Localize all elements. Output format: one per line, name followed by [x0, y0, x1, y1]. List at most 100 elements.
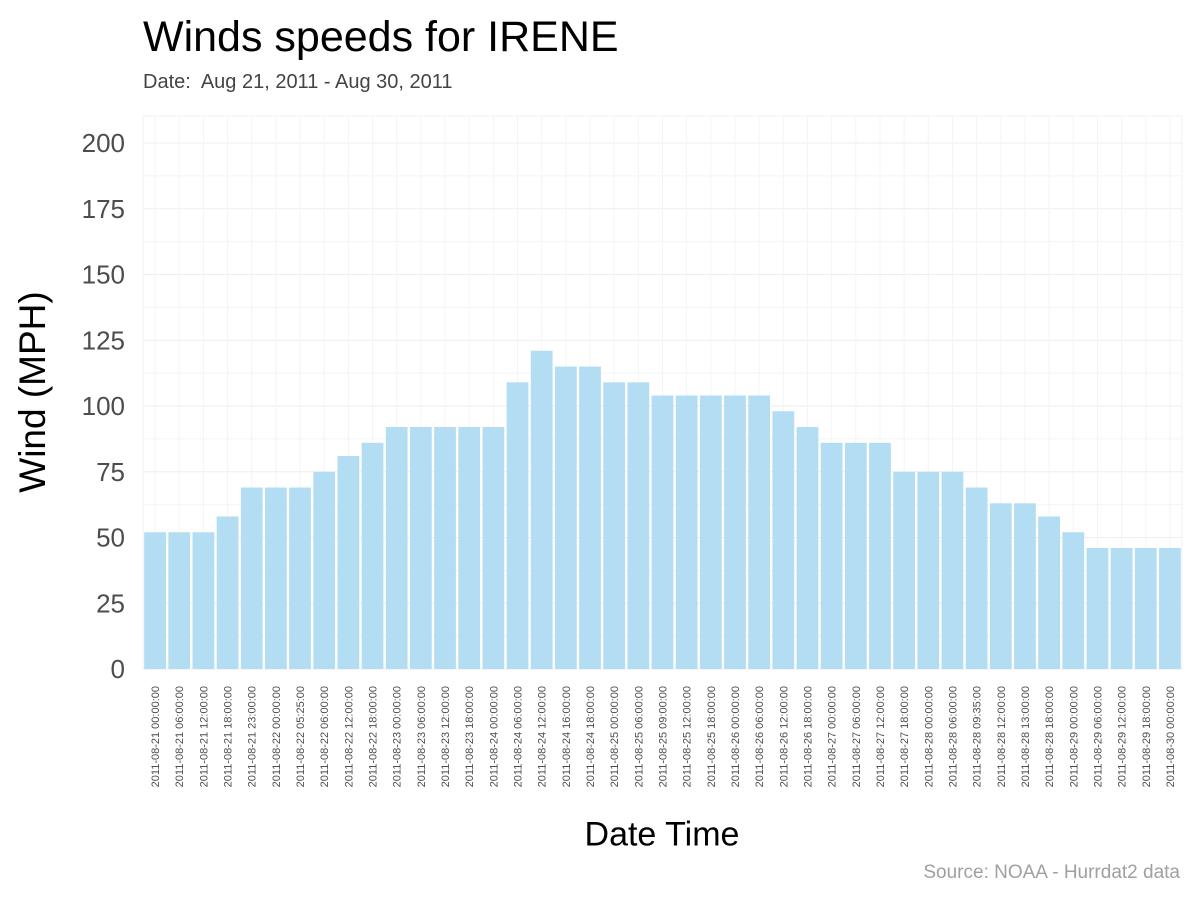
x-tick-label: 2011-08-26 18:00:00 — [802, 686, 814, 787]
bar — [1159, 548, 1181, 669]
y-tick-label: 50 — [96, 523, 125, 553]
bar — [240, 487, 263, 669]
bar — [313, 471, 336, 669]
bar — [1086, 548, 1109, 669]
bar — [530, 350, 553, 669]
x-tick-label: 2011-08-24 12:00:00 — [537, 686, 549, 787]
x-tick-label: 2011-08-21 06:00:00 — [174, 686, 186, 787]
x-tick-label: 2011-08-26 00:00:00 — [730, 686, 742, 787]
bar — [506, 382, 529, 669]
x-tick-label: 2011-08-23 18:00:00 — [464, 686, 476, 787]
bar — [409, 427, 432, 669]
bar — [265, 487, 287, 669]
x-tick-label: 2011-08-24 16:00:00 — [561, 686, 573, 787]
x-tick-label: 2011-08-26 06:00:00 — [754, 686, 766, 787]
bar — [699, 395, 722, 669]
y-tick-label: 125 — [82, 325, 125, 355]
chart-title: Winds speeds for IRENE — [143, 13, 619, 61]
bar — [385, 427, 408, 669]
x-tick-label: 2011-08-22 12:00:00 — [343, 686, 355, 787]
bar — [192, 532, 215, 669]
x-tick-label: 2011-08-28 06:00:00 — [947, 686, 959, 787]
x-tick-label: 2011-08-29 18:00:00 — [1141, 686, 1153, 787]
y-axis-label: Wind (MPH) — [12, 291, 53, 493]
bar — [1014, 503, 1036, 669]
bar — [675, 395, 698, 669]
bar — [917, 471, 940, 669]
x-tick-label: 2011-08-25 06:00:00 — [633, 686, 645, 787]
x-tick-label: 2011-08-28 00:00:00 — [923, 686, 935, 787]
bar — [1134, 548, 1157, 669]
y-tick-label: 0 — [111, 654, 125, 684]
bar — [337, 455, 360, 669]
bar — [1110, 548, 1133, 669]
bar — [1062, 532, 1085, 669]
x-tick-label: 2011-08-29 00:00:00 — [1068, 686, 1080, 787]
bar — [1038, 516, 1060, 669]
x-tick-label: 2011-08-22 05:25:00 — [295, 686, 307, 787]
x-tick-label: 2011-08-28 09:35:00 — [972, 686, 984, 787]
x-tick-label: 2011-08-28 12:00:00 — [996, 686, 1008, 787]
source-caption: Source: NOAA - Hurrdat2 data — [923, 862, 1180, 883]
bar — [458, 427, 481, 669]
x-tick-label: 2011-08-29 06:00:00 — [1092, 686, 1104, 787]
x-tick-label: 2011-08-23 12:00:00 — [440, 686, 452, 787]
x-tick-label: 2011-08-28 13:00:00 — [1020, 686, 1032, 787]
bar — [820, 442, 843, 669]
bar — [554, 366, 577, 669]
x-tick-label: 2011-08-21 12:00:00 — [198, 686, 210, 787]
y-tick-label: 100 — [82, 391, 125, 421]
bar — [796, 427, 819, 669]
bar — [989, 503, 1012, 669]
y-tick-label: 25 — [96, 588, 125, 618]
bar — [893, 471, 916, 669]
bars — [144, 350, 1181, 669]
bar — [289, 487, 311, 669]
y-tick-label: 75 — [96, 457, 125, 487]
bar — [941, 471, 964, 669]
x-tick-label: 2011-08-21 00:00:00 — [150, 686, 162, 787]
y-tick-label: 175 — [82, 194, 125, 224]
x-tick-label: 2011-08-24 06:00:00 — [513, 686, 525, 787]
bar — [772, 411, 795, 669]
x-tick-label: 2011-08-21 23:00:00 — [247, 686, 259, 787]
x-tick-label: 2011-08-25 00:00:00 — [609, 686, 621, 787]
x-tick-label: 2011-08-21 18:00:00 — [223, 686, 235, 787]
bar — [361, 442, 384, 669]
x-tick-label: 2011-08-25 09:00:00 — [658, 686, 670, 787]
x-tick-label: 2011-08-23 06:00:00 — [416, 686, 428, 787]
y-tick-label: 150 — [82, 260, 125, 290]
bar — [168, 532, 191, 669]
x-tick-label: 2011-08-24 00:00:00 — [488, 686, 500, 787]
x-tick-label: 2011-08-22 06:00:00 — [319, 686, 331, 787]
bar — [724, 395, 746, 669]
x-tick-label: 2011-08-22 00:00:00 — [271, 686, 283, 787]
x-tick-label: 2011-08-30 00:00:00 — [1165, 686, 1177, 787]
x-tick-label: 2011-08-26 12:00:00 — [778, 686, 790, 787]
y-tick-label: 200 — [82, 128, 125, 158]
x-tick-label: 2011-08-28 18:00:00 — [1044, 686, 1056, 787]
bar — [579, 366, 601, 669]
bar — [965, 487, 988, 669]
x-tick-label: 2011-08-23 00:00:00 — [392, 686, 404, 787]
bar — [482, 427, 505, 669]
x-tick-label: 2011-08-27 00:00:00 — [827, 686, 839, 787]
bar — [627, 382, 650, 669]
x-tick-label: 2011-08-29 12:00:00 — [1117, 686, 1129, 787]
bar — [144, 532, 166, 669]
x-tick-label: 2011-08-27 18:00:00 — [899, 686, 911, 787]
x-axis-ticks: 2011-08-21 00:00:00 2011-08-21 06:00:00 20… — [150, 686, 1177, 787]
bar — [216, 516, 239, 669]
bar — [603, 382, 626, 669]
bar — [434, 427, 456, 669]
x-tick-label: 2011-08-25 12:00:00 — [682, 686, 694, 787]
x-tick-label: 2011-08-27 12:00:00 — [875, 686, 887, 787]
x-tick-label: 2011-08-24 18:00:00 — [585, 686, 597, 787]
bar — [869, 442, 891, 669]
bar — [651, 395, 674, 669]
x-axis-label: Date Time — [584, 815, 740, 854]
x-tick-label: 2011-08-27 06:00:00 — [851, 686, 863, 787]
bar — [748, 395, 771, 669]
bar — [844, 442, 867, 669]
